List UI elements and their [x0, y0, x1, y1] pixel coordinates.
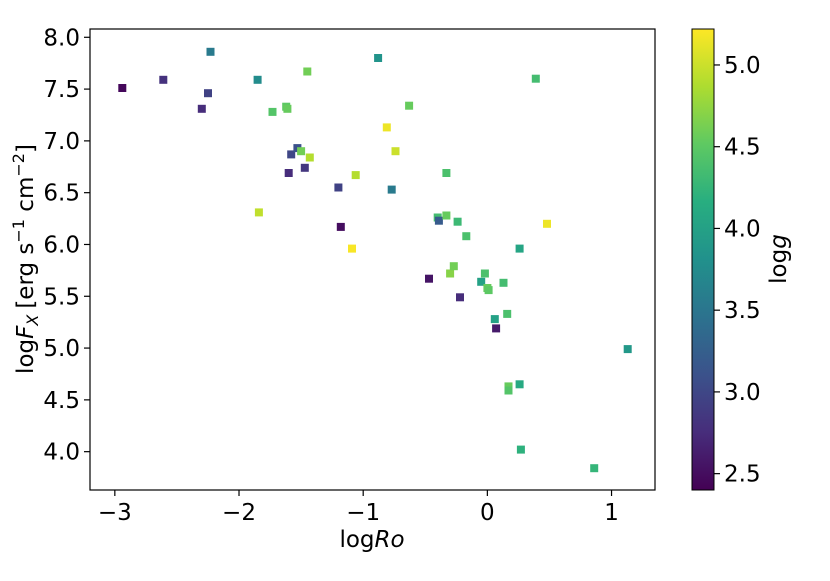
data-point [623, 345, 632, 354]
y-axis-ticks: 4.0 4.5 5.0 5.5 6.0 6.5 7.0 7.5 8.0 [43, 25, 90, 466]
data-point [300, 163, 309, 172]
data-point [287, 150, 296, 159]
data-point [531, 74, 540, 83]
data-point [387, 185, 396, 194]
y-tick-label: 5.5 [43, 284, 80, 310]
colorbar-ticks: 2.5 3.0 3.5 4.0 4.5 5.0 [714, 53, 761, 488]
data-point [499, 278, 508, 287]
x-tick-label: 1 [604, 500, 619, 526]
data-point [492, 324, 501, 333]
y-tick-label: 6.5 [43, 181, 80, 207]
data-point [348, 244, 356, 253]
x-tick-label: −2 [222, 500, 256, 526]
data-point [425, 274, 433, 283]
data-point [442, 169, 451, 177]
y-tick-label: 7.0 [43, 129, 80, 155]
data-point [197, 104, 206, 113]
x-tick-label: −1 [346, 500, 380, 526]
x-tick-label: 0 [480, 500, 495, 526]
data-point [590, 464, 599, 473]
x-axis-label: logRo [339, 527, 404, 553]
data-point [405, 101, 414, 110]
data-point [336, 222, 345, 231]
data-point [462, 232, 471, 241]
data-point [283, 104, 292, 113]
data-point [484, 286, 493, 295]
y-tick-label: 7.5 [43, 77, 80, 103]
data-point [516, 445, 525, 454]
colorbar [691, 28, 715, 491]
plot-area [89, 28, 656, 491]
data-point [382, 123, 391, 132]
data-point [374, 54, 383, 62]
data-point [254, 208, 263, 217]
x-tick-label: −3 [98, 500, 132, 526]
data-point [504, 386, 513, 395]
data-point [391, 147, 400, 156]
data-point [504, 382, 513, 391]
data-point [268, 107, 277, 116]
points-layer [118, 47, 632, 473]
data-point [253, 75, 262, 84]
data-point [284, 169, 293, 177]
data-point [477, 277, 486, 286]
data-point [449, 262, 458, 271]
data-point [118, 84, 127, 92]
data-point [434, 216, 443, 225]
data-point [206, 47, 215, 56]
colorbar-tick-label: 2.5 [724, 462, 761, 488]
data-point [334, 183, 343, 192]
data-point [480, 269, 489, 278]
data-point [515, 244, 524, 253]
y-tick-label: 5.0 [43, 336, 80, 362]
data-point [442, 211, 451, 220]
data-point [297, 147, 306, 156]
data-point [456, 293, 464, 302]
data-point [303, 67, 312, 76]
x-axis-ticks: −3 −2 −1 0 1 [98, 490, 619, 526]
data-point [503, 309, 512, 318]
colorbar-tick-label: 3.0 [724, 380, 761, 406]
y-tick-label: 4.0 [43, 440, 80, 466]
data-point [490, 315, 499, 324]
y-tick-label: 4.5 [43, 388, 80, 414]
colorbar-tick-label: 5.0 [724, 53, 761, 79]
data-point [351, 171, 360, 180]
colorbar-tick-label: 3.5 [724, 298, 761, 324]
colorbar-tick-label: 4.5 [724, 135, 761, 161]
data-point [515, 380, 524, 389]
y-tick-label: 8.0 [43, 25, 80, 51]
data-point [159, 75, 168, 84]
data-point [305, 153, 314, 162]
data-point [446, 269, 455, 278]
colorbar-tick-label: 4.0 [724, 216, 761, 242]
y-axis-label: logFX[erg s−1 cm−2] [9, 144, 42, 374]
y-tick-label: 6.0 [43, 232, 80, 258]
colorbar-label: logg [766, 234, 792, 284]
data-point [453, 217, 462, 226]
data-point [204, 89, 212, 98]
data-point [543, 219, 551, 228]
